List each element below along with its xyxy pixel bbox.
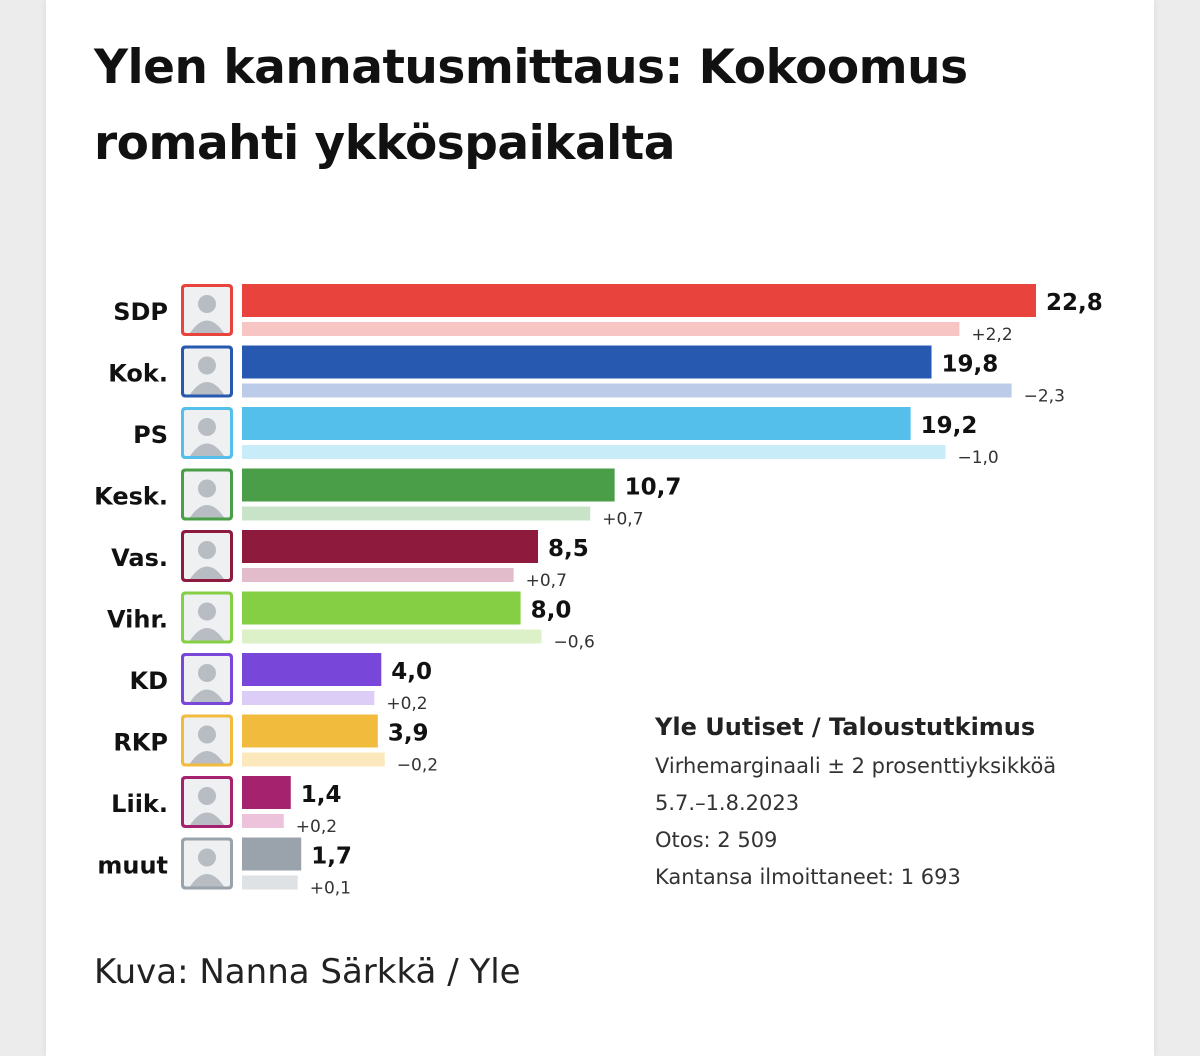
party-label-kok: Kok.	[108, 360, 168, 388]
avatar-head-icon-kok	[198, 356, 216, 375]
party-label-vihr: Vihr.	[107, 606, 168, 634]
value-label-liik: 1,4	[301, 782, 342, 808]
avatar-head-icon-kd	[198, 664, 216, 682]
survey-period: 5.7.–1.8.2023	[655, 791, 800, 815]
party-label-kd: KD	[129, 667, 168, 695]
value-label-rkp: 3,9	[388, 721, 429, 747]
bar-sdp	[242, 284, 1036, 317]
avatar-head-icon-liik	[198, 787, 216, 805]
party-label-liik: Liik.	[111, 790, 168, 818]
party-label-kesk: Kesk.	[94, 483, 168, 511]
avatar-body-icon-kesk	[190, 505, 224, 518]
bar-muut	[242, 837, 302, 871]
sample-size: Otos: 2 509	[655, 828, 778, 852]
party-label-ps: PS	[133, 421, 168, 449]
change-label-muut: +0,1	[310, 879, 351, 899]
previous-bar-vihr	[242, 629, 542, 644]
change-label-vas: +0,7	[526, 571, 567, 591]
bar-kd	[242, 653, 382, 686]
party-label-vas: Vas.	[111, 544, 168, 572]
avatar-body-icon-vas	[190, 566, 224, 579]
bar-vihr	[242, 591, 521, 625]
avatar-body-icon-kd	[190, 689, 224, 702]
change-label-kd: +0,2	[386, 694, 427, 714]
value-label-muut: 1,7	[311, 844, 352, 870]
avatar-head-icon-vihr	[198, 602, 216, 621]
bar-rkp	[242, 714, 378, 748]
avatar-body-icon-kok	[190, 382, 224, 395]
value-label-vas: 8,5	[548, 536, 589, 562]
value-label-kesk: 10,7	[625, 475, 682, 501]
avatar-head-icon-ps	[198, 418, 216, 436]
avatar-body-icon-vihr	[190, 628, 224, 641]
change-label-vihr: −0,6	[553, 633, 594, 653]
bar-liik	[242, 776, 291, 809]
previous-bar-liik	[242, 814, 284, 828]
change-label-liik: +0,2	[296, 817, 337, 837]
previous-bar-kd	[242, 691, 375, 705]
avatar-body-icon-ps	[190, 443, 224, 456]
avatar-body-icon-liik	[190, 812, 224, 825]
avatar-head-icon-kesk	[198, 479, 216, 498]
change-label-sdp: +2,2	[971, 325, 1012, 345]
change-label-kesk: +0,7	[602, 510, 643, 530]
value-label-ps: 19,2	[921, 413, 978, 439]
previous-bar-rkp	[242, 752, 385, 767]
value-label-kd: 4,0	[391, 659, 432, 685]
bar-kok	[242, 345, 932, 379]
previous-bar-ps	[242, 445, 946, 459]
previous-bar-kesk	[242, 506, 591, 521]
change-label-rkp: −0,2	[397, 756, 438, 776]
avatar-head-icon-rkp	[198, 725, 216, 744]
avatar-head-icon-muut	[198, 848, 216, 867]
previous-bar-sdp	[242, 322, 960, 336]
source-heading: Yle Uutiset / Taloustutkimus	[655, 713, 1036, 741]
avatar-head-icon-vas	[198, 541, 216, 559]
avatar-body-icon-muut	[190, 874, 224, 887]
change-label-kok: −2,3	[1024, 387, 1065, 407]
declared-support-count: Kantansa ilmoittaneet: 1 693	[655, 865, 961, 889]
avatar-head-icon-sdp	[198, 295, 216, 313]
bar-kesk	[242, 468, 615, 502]
party-label-muut: muut	[97, 852, 168, 880]
photo-credit: Kuva: Nanna Särkkä / Yle	[94, 952, 521, 992]
previous-bar-muut	[242, 875, 298, 890]
value-label-sdp: 22,8	[1046, 290, 1103, 316]
change-label-ps: −1,0	[957, 448, 998, 468]
value-label-kok: 19,8	[942, 352, 999, 378]
party-label-rkp: RKP	[113, 729, 168, 757]
previous-bar-vas	[242, 568, 514, 582]
margin-of-error: Virhemarginaali ± 2 prosenttiyksikköä	[655, 754, 1057, 778]
source-info: Yle Uutiset / Taloustutkimus Virhemargin…	[655, 710, 1135, 896]
chart-title: Ylen kannatusmittaus: Kokoomus romahti y…	[94, 40, 968, 171]
avatar-body-icon-rkp	[190, 751, 224, 764]
value-label-vihr: 8,0	[531, 598, 572, 624]
bar-ps	[242, 407, 911, 440]
bar-vas	[242, 530, 539, 563]
avatar-body-icon-sdp	[190, 320, 224, 333]
previous-bar-kok	[242, 383, 1012, 398]
party-label-sdp: SDP	[113, 298, 168, 326]
